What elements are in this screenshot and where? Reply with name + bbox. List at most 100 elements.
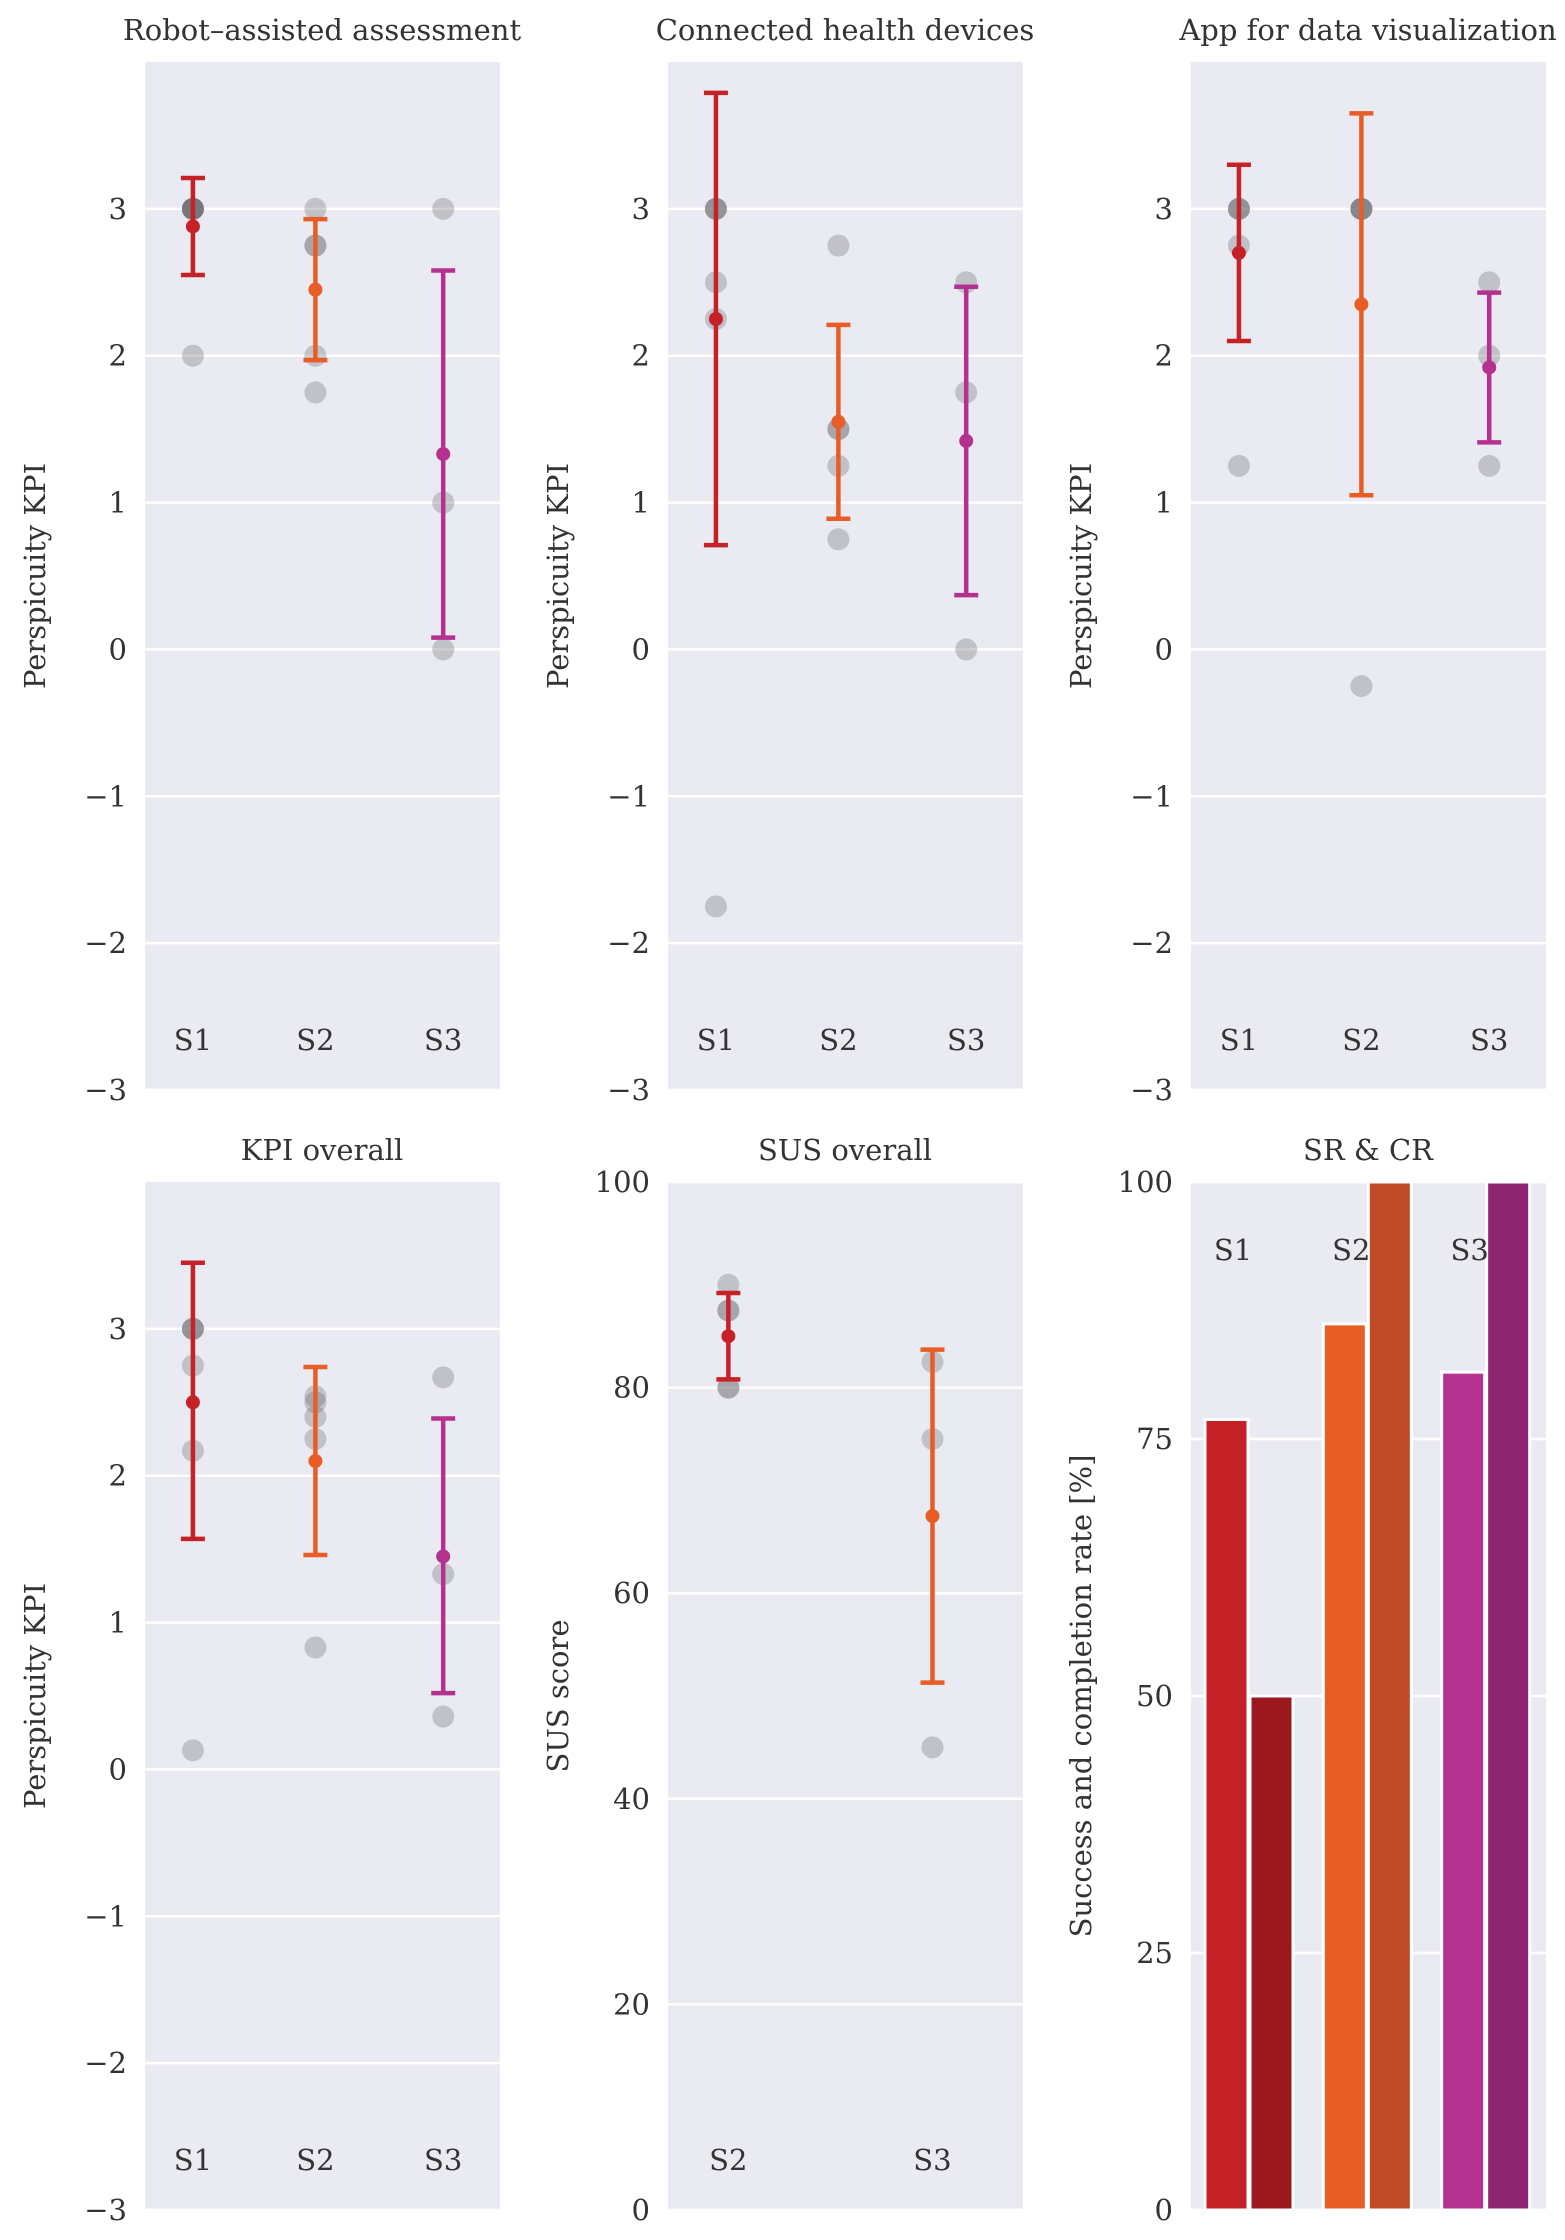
category-label: S1 — [1214, 1233, 1252, 1267]
y-tick-label: 50 — [1136, 1679, 1173, 1713]
category-label: S2 — [296, 2143, 334, 2177]
data-point — [704, 895, 727, 918]
marks — [1203, 1180, 1532, 2212]
mean-marker — [959, 433, 974, 448]
data-point — [304, 197, 327, 220]
data-point — [1478, 271, 1501, 294]
category-label: S1 — [174, 1023, 212, 1057]
mean-marker — [436, 447, 451, 462]
data-point — [921, 1736, 944, 1759]
panel-title: App for data visualization — [1178, 13, 1556, 47]
panel-srcr: 0 25 50 75 100 S1 S2 S3 SR & CR Success and co… — [1064, 1133, 1546, 2227]
y-tick-label: −3 — [1130, 1073, 1173, 1107]
marks — [703, 90, 979, 918]
mean-marker — [185, 1395, 200, 1410]
y-tick-label: 0 — [1155, 632, 1173, 666]
mean-marker — [721, 1329, 736, 1344]
gridlines — [145, 207, 500, 1092]
y-ticks: −3 −2 −1 0 1 2 3 — [84, 192, 127, 1107]
marks — [716, 1273, 945, 1759]
gridlines — [1191, 207, 1546, 1092]
bar-sr — [1203, 1417, 1250, 2212]
data-point — [827, 234, 850, 257]
gridlines — [668, 207, 1023, 1092]
y-tick-label: 0 — [632, 632, 650, 666]
category-label: S3 — [947, 1023, 985, 1057]
bar-cr — [1366, 1180, 1413, 2212]
data-point — [717, 1376, 740, 1399]
mean-marker — [436, 1549, 451, 1564]
mean-marker — [1482, 360, 1497, 375]
y-tick-label: −3 — [84, 1073, 127, 1107]
y-tick-label: 0 — [1155, 2193, 1173, 2227]
y-ticks: −3 −2 −1 0 1 2 3 — [1130, 192, 1173, 1107]
y-tick-label: 100 — [1118, 1165, 1173, 1199]
category-label: S2 — [1342, 1023, 1380, 1057]
data-point — [304, 1636, 327, 1659]
data-point — [432, 1366, 455, 1389]
data-point — [827, 528, 850, 551]
category-label: S2 — [819, 1023, 857, 1057]
y-tick-label: 3 — [1155, 192, 1173, 226]
data-point — [1350, 675, 1373, 698]
gridlines — [145, 1327, 500, 2212]
y-tick-label: −2 — [1130, 926, 1173, 960]
panel-title: Robot–assisted assessment — [123, 13, 522, 47]
marks — [1226, 111, 1502, 698]
data-point — [432, 1705, 455, 1728]
data-point — [955, 638, 978, 661]
mean-marker — [925, 1509, 940, 1524]
y-axis-label: Perspicuity KPI — [541, 463, 575, 689]
y-tick-label: 60 — [613, 1576, 650, 1610]
y-tick-label: 80 — [613, 1371, 650, 1405]
y-tick-label: 3 — [632, 192, 650, 226]
y-tick-label: −2 — [84, 926, 127, 960]
category-label: S3 — [913, 2143, 951, 2177]
mean-marker — [185, 219, 200, 234]
y-tick-label: 0 — [632, 2193, 650, 2227]
data-point — [432, 638, 455, 661]
marks — [180, 1260, 456, 1762]
bar-cr — [1485, 1180, 1532, 2212]
category-labels: S1 S2 S3 — [697, 1023, 986, 1057]
y-tick-label: −2 — [84, 2046, 127, 2080]
gridlines — [668, 1180, 1023, 2212]
y-tick-label: 0 — [109, 632, 127, 666]
panel-title: SUS overall — [758, 1133, 932, 1167]
plot-background — [668, 62, 1023, 1090]
category-labels: S1 S2 S3 — [1214, 1233, 1489, 1267]
plot-background — [145, 1182, 500, 2210]
panel-app: −3 −2 −1 0 1 2 3 S1 S2 S3 App for data visualiza… — [1064, 13, 1557, 1107]
y-tick-label: 2 — [109, 339, 127, 373]
panel-title: KPI overall — [241, 1133, 404, 1167]
category-label: S3 — [424, 2143, 462, 2177]
y-ticks: −3 −2 −1 0 1 2 3 — [607, 192, 650, 1107]
category-labels: S1 S2 S3 — [174, 2143, 463, 2177]
category-label: S1 — [697, 1023, 735, 1057]
y-tick-label: 1 — [109, 486, 127, 520]
y-tick-label: −1 — [84, 779, 127, 813]
plot-background — [668, 1182, 1023, 2210]
y-tick-label: −1 — [607, 779, 650, 813]
bar-sr — [1321, 1322, 1368, 2212]
panel-title: Connected health devices — [656, 13, 1035, 47]
data-point — [717, 1376, 740, 1399]
plot-background — [1191, 62, 1546, 1090]
category-label: S2 — [709, 2143, 747, 2177]
category-label: S3 — [1451, 1233, 1489, 1267]
mean-marker — [1231, 245, 1246, 260]
mean-marker — [308, 1454, 323, 1469]
y-tick-label: 2 — [109, 1459, 127, 1493]
y-tick-label: −1 — [84, 1899, 127, 1933]
y-tick-label: −3 — [607, 1073, 650, 1107]
category-label: S2 — [296, 1023, 334, 1057]
bar-cr — [1248, 1694, 1295, 2212]
y-axis-label: Perspicuity KPI — [18, 463, 52, 689]
y-tick-label: 1 — [109, 1606, 127, 1640]
y-tick-label: 40 — [613, 1782, 650, 1816]
y-axis-label: Perspicuity KPI — [1064, 463, 1098, 689]
y-tick-label: 75 — [1136, 1422, 1173, 1456]
bar-sr — [1440, 1370, 1487, 2212]
y-tick-label: −3 — [84, 2193, 127, 2227]
mean-marker — [308, 282, 323, 297]
